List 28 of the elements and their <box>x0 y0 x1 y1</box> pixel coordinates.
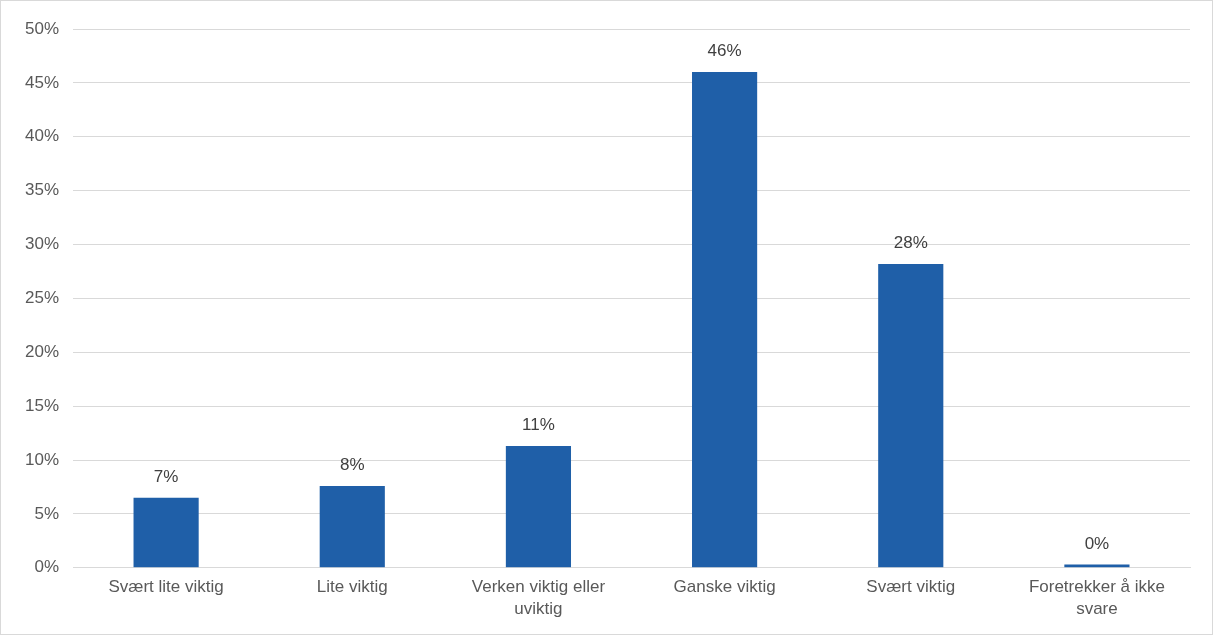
data-label: 8% <box>339 455 365 475</box>
y-tick-label: 35% <box>24 180 60 200</box>
data-label: 0% <box>1084 533 1110 553</box>
bar <box>505 446 572 568</box>
y-tick-label: 30% <box>24 234 60 254</box>
x-tick-label: Svært lite viktig <box>108 576 224 596</box>
x-tick-label: Foretrekker å ikke svare <box>1028 576 1165 618</box>
y-tick-label: 40% <box>24 126 60 146</box>
y-tick-label: 20% <box>24 341 60 361</box>
x-tick-label: Lite viktig <box>316 576 388 596</box>
y-tick-label: 50% <box>24 18 60 38</box>
data-label: 46% <box>707 41 742 61</box>
y-tick-label: 5% <box>34 503 60 523</box>
data-label: 28% <box>893 233 928 253</box>
bar <box>692 72 758 568</box>
y-tick-label: 0% <box>34 557 60 577</box>
data-label: 11% <box>522 415 555 435</box>
x-tick-label: Verken viktig eller uviktig <box>471 576 606 618</box>
bar <box>133 497 199 568</box>
y-tick-label: 15% <box>24 395 60 415</box>
bar <box>319 485 385 568</box>
y-tick-label: 45% <box>24 72 60 92</box>
data-label: 7% <box>153 466 179 486</box>
y-tick-label: 10% <box>24 449 60 469</box>
x-tick-label: Svært viktig <box>866 576 956 596</box>
y-tick-label: 25% <box>24 288 60 308</box>
bar <box>878 263 944 568</box>
x-tick-label: Ganske viktig <box>673 576 776 596</box>
